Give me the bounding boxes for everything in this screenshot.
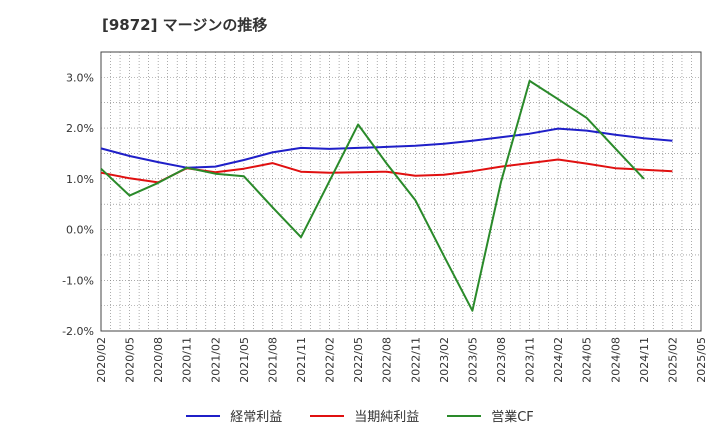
y-tick-label: -2.0%	[62, 325, 94, 338]
series-line-0	[100, 127, 673, 169]
x-tick-label: 2021/08	[266, 337, 279, 383]
legend-swatch-toki	[310, 414, 345, 417]
x-tick-label: 2021/05	[238, 337, 251, 383]
y-tick-label: 1.0%	[66, 173, 94, 186]
x-tick-label: 2024/02	[552, 337, 565, 383]
y-tick-label: 0.0%	[66, 224, 94, 237]
x-tick-label: 2020/05	[124, 337, 137, 383]
x-tick-label: 2023/11	[524, 337, 537, 383]
x-tick-label: 2024/11	[638, 337, 651, 383]
legend-item-keijo: 経常利益	[186, 406, 282, 425]
legend-label-eigyo-cf: 営業CF	[491, 410, 534, 425]
x-tick-label: 2025/02	[666, 337, 679, 383]
x-tick-label: 2020/02	[95, 337, 108, 383]
plot-area	[100, 51, 702, 332]
series-line-2	[100, 79, 645, 312]
line-chart: 3.0% 2.0% 1.0% 0.0% -1.0% -2.0%2020/02 2020/05…	[62, 51, 708, 383]
legend-swatch-eigyo-cf	[447, 414, 482, 417]
x-tick-label: 2022/02	[324, 337, 337, 383]
x-tick-label: 2023/05	[466, 337, 479, 383]
y-tick-label: -1.0%	[62, 274, 94, 287]
x-tick-label: 2024/08	[609, 337, 622, 383]
legend-label-toki: 当期純利益	[354, 410, 420, 425]
x-tick-label: 2022/08	[381, 337, 394, 383]
chart-legend: 経常利益 当期純利益 営業CF	[0, 406, 720, 425]
chart-title: [9872] マージンの推移	[102, 16, 268, 34]
x-tick-label: 2023/02	[438, 337, 451, 383]
x-tick-label: 2022/05	[352, 337, 365, 383]
legend-item-toki: 当期純利益	[310, 406, 419, 425]
y-tick-label: 3.0%	[66, 71, 94, 84]
y-tick-label: 2.0%	[66, 122, 94, 135]
x-tick-label: 2022/11	[409, 337, 422, 383]
legend-swatch-keijo	[186, 414, 221, 417]
legend-item-eigyo-cf: 営業CF	[447, 406, 534, 425]
x-tick-label: 2023/08	[495, 337, 508, 383]
legend-label-keijo: 経常利益	[230, 410, 283, 425]
x-tick-label: 2021/11	[295, 337, 308, 383]
x-tick-label: 2020/08	[152, 337, 165, 383]
x-tick-label: 2020/11	[181, 337, 194, 383]
x-tick-label: 2024/05	[581, 337, 594, 383]
x-tick-label: 2021/02	[209, 337, 222, 383]
x-tick-label: 2025/05	[695, 337, 708, 383]
